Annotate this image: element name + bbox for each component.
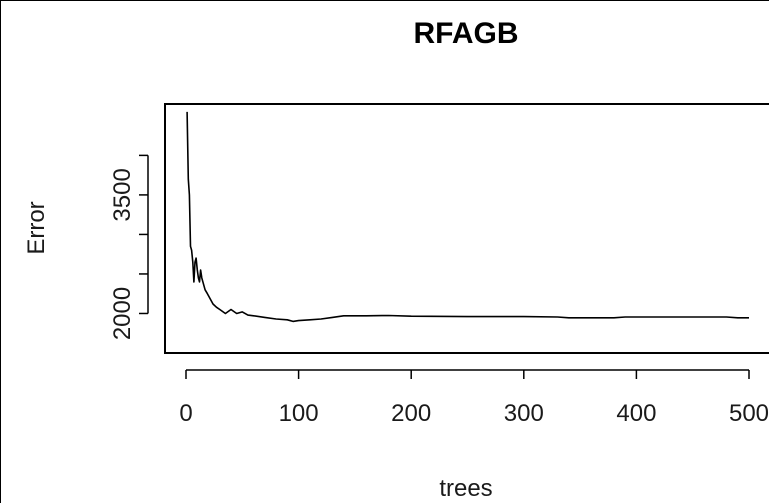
plot-box xyxy=(164,103,769,354)
y-tick-label: 2000 xyxy=(109,287,136,340)
y-axis-title: Error xyxy=(23,201,50,254)
x-tick-label: 100 xyxy=(279,400,319,427)
x-tick-label: 0 xyxy=(179,400,192,427)
chart-title: RFAGB xyxy=(414,17,519,50)
x-axis-title: trees xyxy=(439,475,492,502)
x-tick-label: 500 xyxy=(729,400,769,427)
x-tick-label: 300 xyxy=(504,400,544,427)
x-tick-label: 400 xyxy=(616,400,656,427)
x-tick-label: 200 xyxy=(391,400,431,427)
y-tick-label: 3500 xyxy=(109,168,136,221)
error-series-line xyxy=(186,111,749,323)
